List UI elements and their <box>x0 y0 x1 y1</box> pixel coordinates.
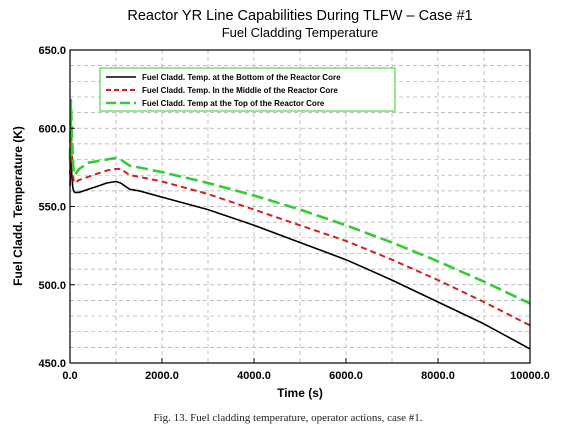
y-tick-label: 650.0 <box>38 45 66 57</box>
series-layer <box>68 98 531 350</box>
legend-label-bottom: Fuel Cladd. Temp. at the Bottom of the R… <box>142 73 341 82</box>
x-tick-label: 10000.0 <box>510 370 550 382</box>
chart-subtitle: Fuel Cladding Temperature <box>222 25 379 40</box>
y-tick-label: 450.0 <box>38 358 66 370</box>
x-tick-label: 8000.0 <box>421 370 455 382</box>
legend-label-top: Fuel Cladd. Temp at the Top of the React… <box>142 99 325 108</box>
y-axis-label: Fuel Cladd. Temperature (K) <box>11 126 25 286</box>
y-tick-label: 500.0 <box>38 280 66 292</box>
x-tick-label: 0.0 <box>62 370 77 382</box>
y-tick-label: 600.0 <box>38 123 66 135</box>
series-line-middle <box>69 119 531 327</box>
chart-title: Reactor YR Line Capabilities During TLFW… <box>127 8 472 24</box>
ticks: 0.0 2000.0 4000.0 6000.0 8000.0 10000.0 450.0 5… <box>38 45 549 382</box>
series-line-bottom <box>69 155 531 350</box>
legend-box <box>99 67 396 112</box>
legend-label-middle: Fuel Cladd. Temp. In the Middle of the R… <box>142 86 338 95</box>
y-tick-label: 550.0 <box>38 202 66 214</box>
x-tick-label: 2000.0 <box>145 370 179 382</box>
x-tick-label: 4000.0 <box>237 370 271 382</box>
legend: Fuel Cladd. Temp. at the Bottom of the R… <box>99 67 396 112</box>
figure-caption: Fig. 13. Fuel cladding temperature, oper… <box>153 412 423 424</box>
x-tick-label: 6000.0 <box>329 370 363 382</box>
series-line-top <box>68 98 531 305</box>
x-axis-label: Time (s) <box>277 386 323 400</box>
